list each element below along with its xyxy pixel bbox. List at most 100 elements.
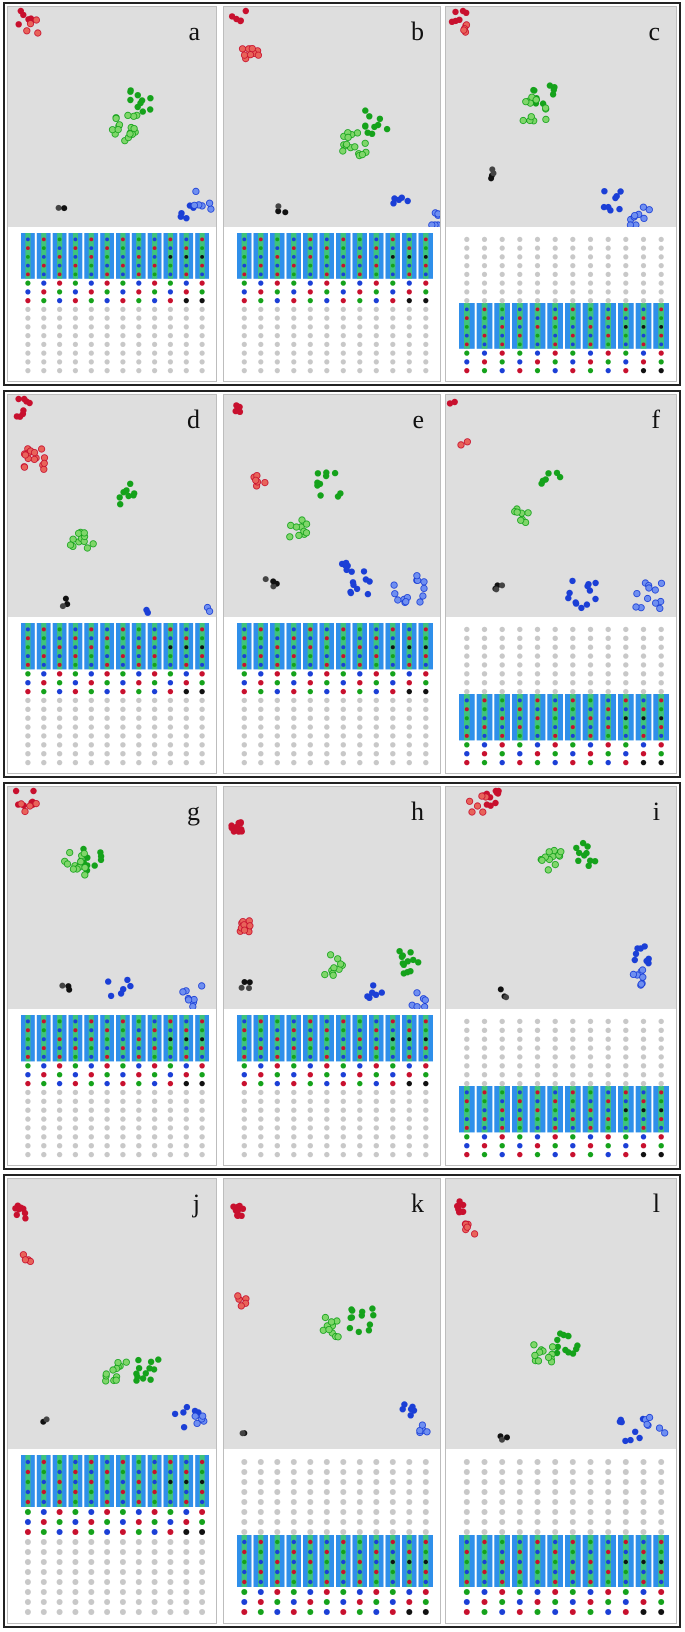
plate-well [56, 1080, 63, 1087]
plate-well [481, 1599, 488, 1605]
plate-well [569, 1519, 576, 1525]
plate-well [56, 706, 63, 712]
plate-well [374, 645, 379, 650]
plate-well [324, 1089, 330, 1096]
plate-well [373, 1143, 379, 1149]
plate-well [623, 1072, 629, 1078]
plate-well [570, 1108, 575, 1113]
plate-well [570, 680, 576, 686]
light-red-point [465, 797, 474, 805]
scatter-plot [224, 7, 440, 229]
plate-well [136, 333, 142, 339]
plate-well [152, 636, 157, 641]
plate-well [499, 359, 505, 365]
plate-well [120, 645, 125, 650]
plate-map [8, 617, 216, 773]
plate-well [25, 645, 30, 650]
plate-well [517, 325, 522, 329]
plate-well [72, 1107, 79, 1113]
plate-well [499, 254, 505, 260]
plate-well [422, 1609, 429, 1615]
plate-well [517, 1018, 523, 1025]
plate-well [552, 1519, 559, 1525]
plate-well [41, 1134, 47, 1140]
plate-well [390, 742, 396, 748]
plate-well [605, 1063, 611, 1069]
plate-well [390, 1549, 395, 1555]
plate-well [340, 1098, 346, 1104]
plate-well [517, 725, 522, 730]
plate-well [406, 1489, 413, 1495]
plate-well [25, 1098, 31, 1104]
plate-well [291, 324, 297, 330]
plate-well [323, 1509, 330, 1515]
plate-well [24, 1509, 31, 1515]
black-point [55, 204, 62, 211]
plate-well [104, 1063, 110, 1069]
plate-well [152, 645, 157, 650]
plate-well [184, 263, 189, 268]
plate-well [481, 1151, 488, 1158]
plate-well [500, 307, 505, 312]
plate-well [57, 341, 63, 347]
panel-d: d [7, 394, 217, 774]
plate-well [481, 1072, 488, 1078]
plate-well [552, 1072, 558, 1078]
dark-blue-point [127, 982, 134, 990]
plate-well [241, 759, 247, 766]
plate-well [41, 1125, 47, 1131]
dark-green-point [376, 115, 384, 123]
plate-well [373, 1589, 380, 1595]
plate-well [324, 315, 330, 321]
plate-well [340, 350, 346, 356]
plate-well [136, 324, 142, 330]
plate-well [373, 350, 379, 356]
dark-green-point [134, 92, 141, 99]
light-blue-point [646, 1413, 654, 1422]
light-red-point [37, 445, 46, 453]
plate-well [136, 1019, 141, 1024]
plate-well [587, 751, 594, 757]
plate-well [406, 1499, 413, 1505]
plate-well [136, 289, 142, 295]
plate-well [423, 1098, 429, 1104]
plate-well [104, 368, 110, 374]
plate-well [640, 280, 647, 286]
dark-green-point [131, 490, 138, 497]
plate-well [88, 706, 95, 712]
plate-well [658, 368, 664, 374]
plate-well [183, 1063, 189, 1069]
plate-well [183, 1151, 189, 1158]
plate-well [606, 725, 611, 730]
plate-well [341, 255, 346, 259]
plate-well [104, 1529, 111, 1535]
plate-well [516, 1509, 523, 1515]
plate-well [341, 1054, 346, 1059]
plate-well [25, 680, 31, 686]
plate-well [588, 1099, 593, 1104]
plate-well [553, 716, 558, 721]
plate-well [464, 289, 470, 295]
plate-well [241, 1098, 247, 1104]
plate-well [374, 255, 379, 259]
plate-well [464, 626, 470, 633]
plate-svg [459, 1018, 669, 1158]
plate-well [72, 298, 78, 304]
plate-well [56, 688, 63, 695]
plate-well [104, 1579, 111, 1585]
plate-well [183, 1089, 189, 1096]
plate-well [482, 333, 487, 338]
plate-well [659, 325, 664, 329]
plate-well [57, 1469, 62, 1475]
plate-well [274, 688, 280, 695]
plate-well [390, 645, 395, 650]
plate-well [291, 1569, 296, 1575]
plate-well [72, 359, 78, 365]
plate-well [41, 237, 46, 242]
plate-well [552, 1134, 558, 1140]
plate-well [357, 298, 363, 304]
plate-well [553, 342, 558, 347]
plate-well [587, 653, 594, 659]
plate-well [152, 359, 158, 365]
plate-well [73, 263, 78, 268]
